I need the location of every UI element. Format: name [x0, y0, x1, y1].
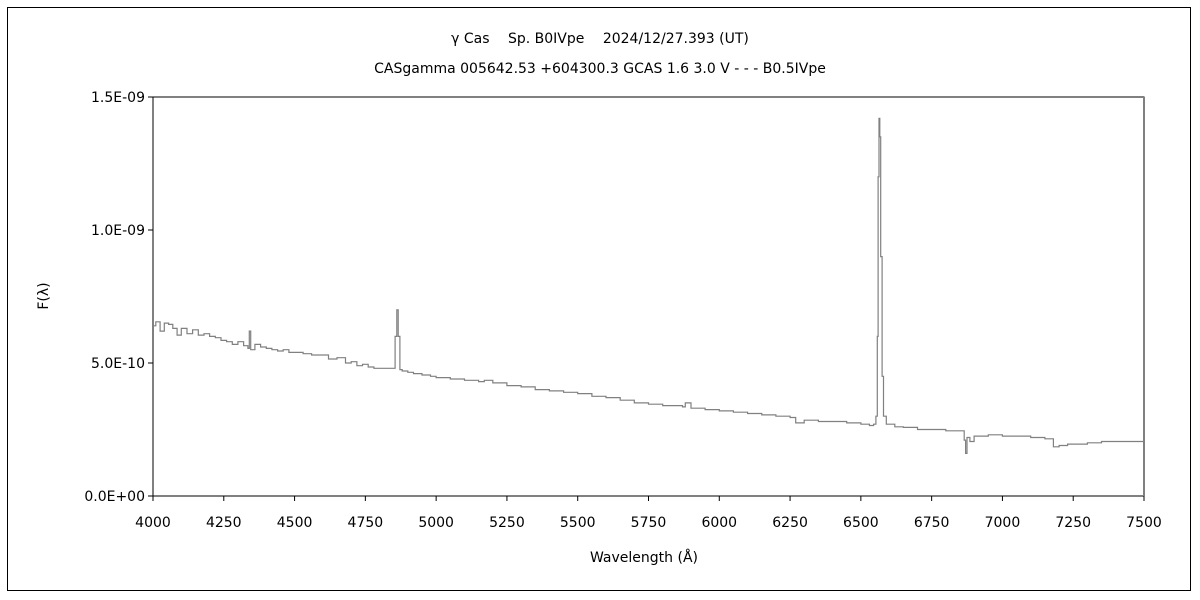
x-tick-label: 5250: [489, 515, 525, 531]
x-tick-label: 6500: [843, 515, 879, 531]
x-tick-label: 7500: [1126, 515, 1162, 531]
chart-subtitle: CASgamma 005642.53 +604300.3 GCAS 1.6 3.…: [374, 61, 826, 77]
x-axis-label: Wavelength (Å): [590, 549, 698, 566]
x-tick-label: 5000: [418, 515, 454, 531]
x-tick-label: 4750: [348, 515, 384, 531]
x-tick-label: 5750: [631, 515, 667, 531]
plot-area-border: [152, 96, 1145, 497]
x-tick-label: 6750: [914, 515, 950, 531]
y-axis-label: F(λ): [36, 282, 52, 309]
x-tick-label: 4500: [277, 515, 313, 531]
x-tick-label: 4000: [135, 515, 171, 531]
x-tick-label: 6250: [772, 515, 808, 531]
y-tick-label: 1.5E-09: [91, 90, 145, 106]
chart-title: γ Cas Sp. B0IVpe 2024/12/27.393 (UT): [451, 31, 749, 47]
x-tick-label: 7000: [985, 515, 1021, 531]
x-tick-label: 5500: [560, 515, 596, 531]
spectrum-line: [153, 117, 1144, 454]
y-tick-label: 5.0E-10: [91, 356, 145, 372]
x-tick-label: 6000: [701, 515, 737, 531]
y-tick-label: 0.0E+00: [84, 489, 145, 505]
chart-frame: [7, 7, 1191, 591]
x-tick-label: 7250: [1055, 515, 1091, 531]
x-tick-label: 4250: [206, 515, 242, 531]
y-tick-label: 1.0E-09: [91, 223, 145, 239]
